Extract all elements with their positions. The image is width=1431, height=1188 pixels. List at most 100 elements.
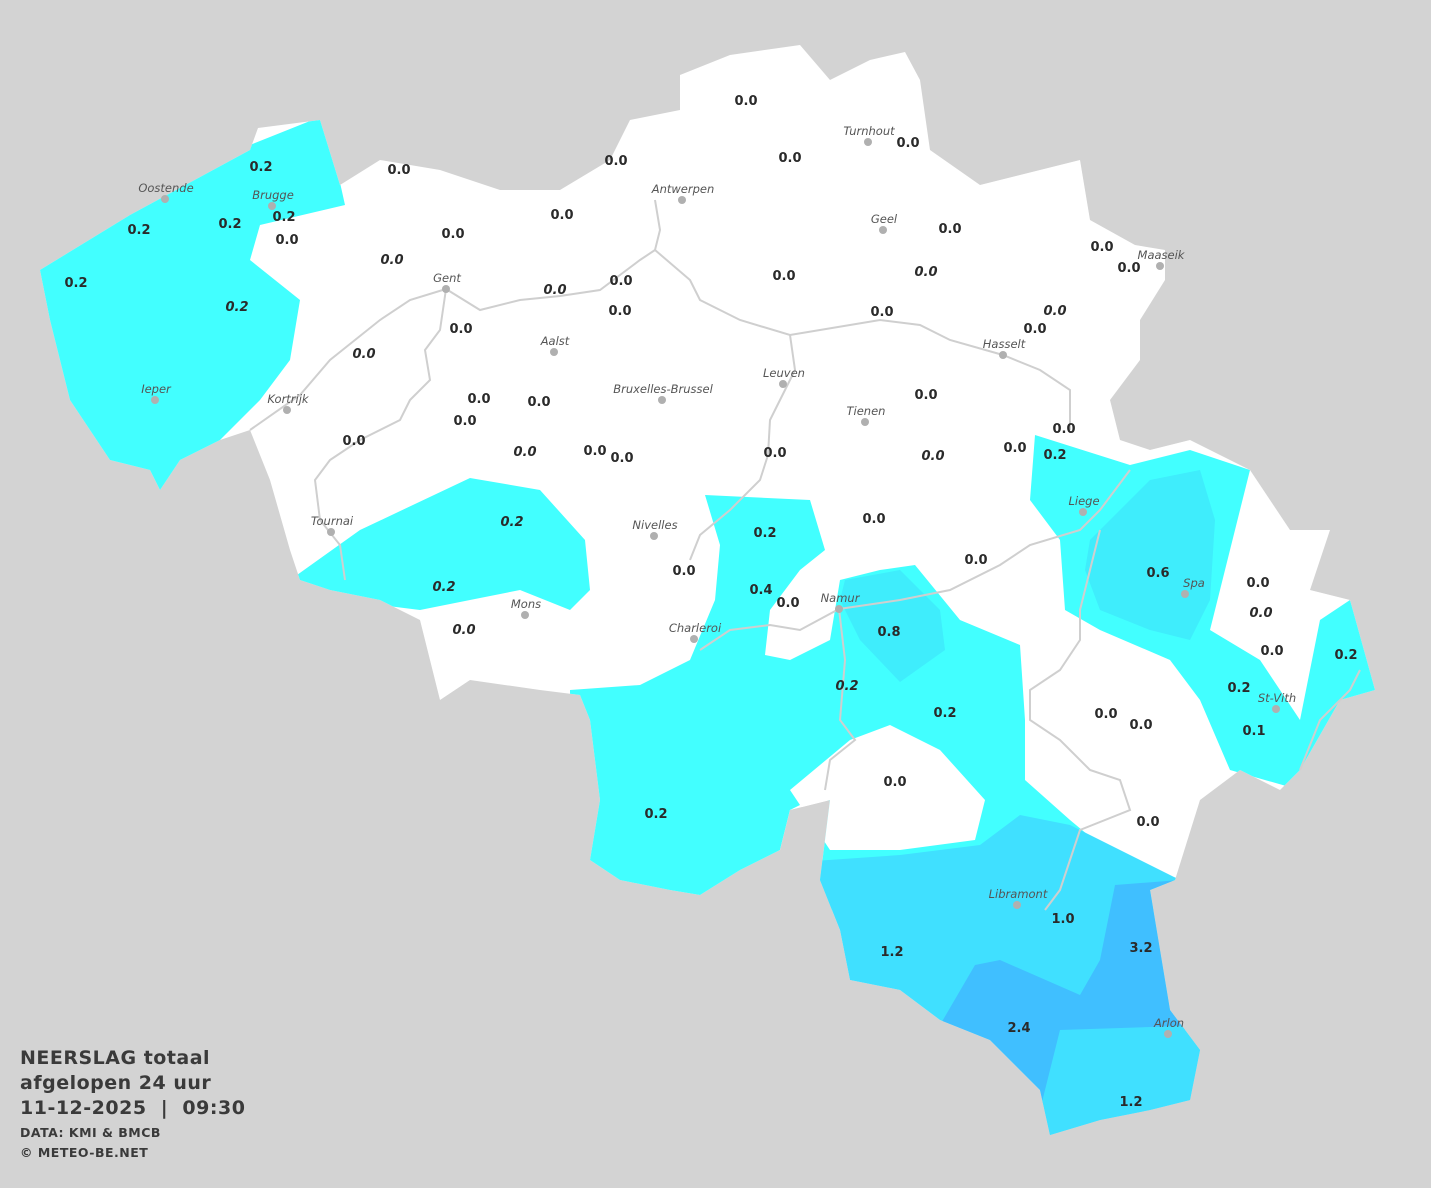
station-value: 0.0 bbox=[914, 265, 937, 280]
city-dot bbox=[650, 532, 658, 540]
city-label: Aalst bbox=[540, 334, 570, 348]
station-value: 0.0 bbox=[342, 434, 365, 449]
zone-spa-0-6 bbox=[1085, 470, 1215, 640]
station-value: 0.2 bbox=[753, 526, 776, 541]
city-label: Kortrijk bbox=[267, 392, 310, 406]
city-dot bbox=[327, 528, 335, 536]
station-value: 0.6 bbox=[1146, 566, 1169, 581]
zone-dry-hole bbox=[790, 725, 985, 850]
city-dot bbox=[658, 396, 666, 404]
city-label: Leuven bbox=[763, 366, 805, 380]
city-label: Libramont bbox=[989, 887, 1048, 901]
city-label: Turnhout bbox=[843, 124, 895, 138]
station-value: 0.0 bbox=[1260, 644, 1283, 659]
city-dot bbox=[690, 635, 698, 643]
station-value: 0.0 bbox=[921, 449, 944, 464]
station-value: 0.0 bbox=[441, 227, 464, 242]
city-label: Hasselt bbox=[983, 337, 1026, 351]
title-datetime: 11-12-2025 | 09:30 bbox=[20, 1097, 246, 1119]
station-values: 0.0 0.0 0.0 0.0 0.0 0.2 0.2 0.2 0.2 0.0 0.0 0.0 0.0 0… bbox=[64, 94, 1357, 1110]
station-value: 0.2 bbox=[218, 217, 241, 232]
city-label: Spa bbox=[1183, 576, 1205, 590]
city-label: Ieper bbox=[141, 382, 172, 396]
station-value: 0.0 bbox=[1117, 261, 1140, 276]
station-value: 0.0 bbox=[896, 136, 919, 151]
city-dot bbox=[861, 418, 869, 426]
station-value: 0.0 bbox=[914, 388, 937, 403]
station-value: 0.0 bbox=[550, 208, 573, 223]
station-value: 1.2 bbox=[1119, 1095, 1142, 1110]
station-value: 0.0 bbox=[1246, 576, 1269, 591]
city-dot bbox=[268, 202, 276, 210]
city-label: Nivelles bbox=[632, 518, 677, 532]
city-dot bbox=[1164, 1030, 1172, 1038]
station-value: 0.0 bbox=[1003, 441, 1026, 456]
station-value: 0.0 bbox=[543, 283, 566, 298]
city-label: Namur bbox=[821, 591, 861, 605]
station-value: 0.2 bbox=[249, 160, 272, 175]
station-value: 0.0 bbox=[449, 322, 472, 337]
station-value: 0.0 bbox=[608, 304, 631, 319]
station-value: 0.2 bbox=[127, 223, 150, 238]
city-dot bbox=[879, 226, 887, 234]
rivers bbox=[249, 199, 1361, 911]
river bbox=[654, 199, 662, 251]
station-value: 0.0 bbox=[1094, 707, 1117, 722]
station-value: 0.2 bbox=[1227, 681, 1250, 696]
station-value: 0.0 bbox=[583, 444, 606, 459]
city-dot bbox=[151, 396, 159, 404]
title-line-1: NEERSLAG totaal bbox=[20, 1047, 211, 1069]
city-label: Mons bbox=[511, 597, 541, 611]
river bbox=[824, 608, 857, 791]
station-value: 0.0 bbox=[1136, 815, 1159, 830]
station-value: 0.0 bbox=[938, 222, 961, 237]
city-dot bbox=[1181, 590, 1189, 598]
station-value: 0.0 bbox=[1090, 240, 1113, 255]
station-value: 0.2 bbox=[933, 706, 956, 721]
city-dot bbox=[678, 196, 686, 204]
station-value: 0.2 bbox=[1043, 448, 1066, 463]
city-dot bbox=[779, 380, 787, 388]
station-value: 1.2 bbox=[880, 945, 903, 960]
city-label: Arlon bbox=[1153, 1016, 1184, 1030]
city-dot bbox=[442, 285, 450, 293]
station-value: 0.0 bbox=[734, 94, 757, 109]
station-value: 0.4 bbox=[749, 583, 772, 598]
city-label: Bruxelles-Brussel bbox=[613, 382, 713, 396]
river bbox=[313, 288, 447, 581]
station-value: 0.2 bbox=[1334, 648, 1357, 663]
city-dot bbox=[1272, 705, 1280, 713]
station-value: 1.0 bbox=[1051, 912, 1074, 927]
station-value: 0.2 bbox=[500, 515, 523, 530]
station-value: 0.0 bbox=[870, 305, 893, 320]
station-value: 0.0 bbox=[672, 564, 695, 579]
station-value: 0.2 bbox=[432, 580, 455, 595]
river bbox=[654, 249, 1071, 430]
station-value: 0.0 bbox=[1129, 718, 1152, 733]
station-value: 0.2 bbox=[835, 679, 858, 694]
station-value: 0.0 bbox=[776, 596, 799, 611]
city-dot bbox=[1156, 262, 1164, 270]
map-legend: NEERSLAG totaal afgelopen 24 uur 11-12-2… bbox=[20, 1046, 245, 1163]
city-dot bbox=[161, 195, 169, 203]
city-dot bbox=[1079, 508, 1087, 516]
station-value: 0.0 bbox=[862, 512, 885, 527]
city-label: Maaseik bbox=[1138, 248, 1186, 262]
station-value: 0.0 bbox=[467, 392, 490, 407]
station-value: 0.0 bbox=[610, 451, 633, 466]
city-dot bbox=[835, 605, 843, 613]
station-value: 0.0 bbox=[452, 623, 475, 638]
station-value: 0.0 bbox=[1023, 322, 1046, 337]
copyright: © METEO-BE.NET bbox=[20, 1145, 149, 1160]
station-value: 0.0 bbox=[527, 395, 550, 410]
city-label: Tienen bbox=[847, 404, 886, 418]
river bbox=[1299, 669, 1361, 771]
station-value: 0.2 bbox=[64, 276, 87, 291]
title-line-2: afgelopen 24 uur bbox=[20, 1072, 212, 1094]
city-dot bbox=[999, 351, 1007, 359]
city-label: Charleroi bbox=[669, 621, 722, 635]
station-value: 0.0 bbox=[778, 151, 801, 166]
station-value: 0.2 bbox=[225, 300, 248, 315]
data-source: DATA: KMI & BMCB bbox=[20, 1125, 161, 1140]
